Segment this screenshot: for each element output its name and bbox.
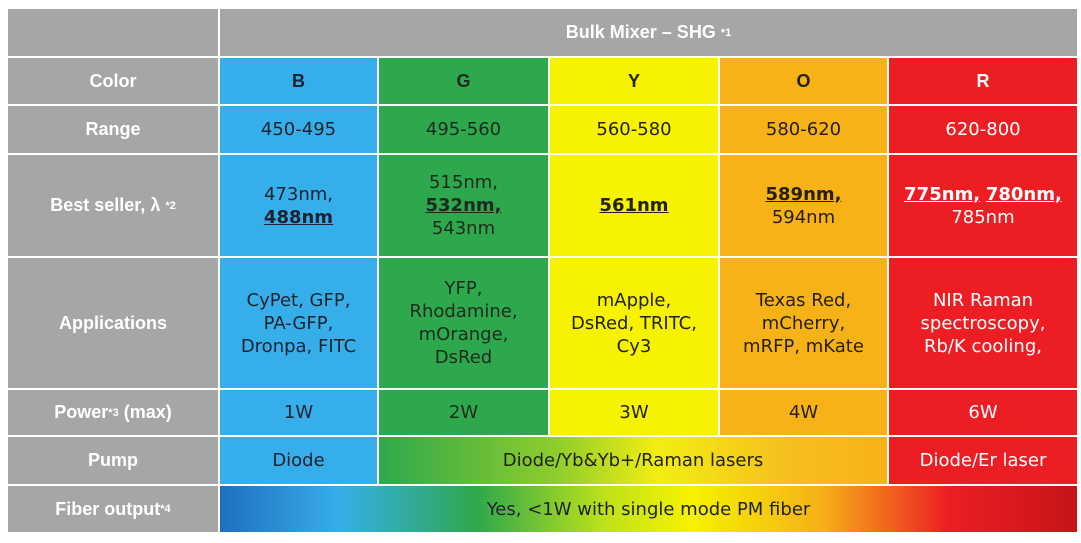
application-line: mCherry,	[761, 312, 846, 334]
best-seller-g: 515nm, 532nm, 543nm	[379, 155, 548, 256]
row-label-power: Power *3 (max)	[8, 390, 218, 435]
application-line: PA-GFP,	[263, 312, 334, 334]
applications-g: YFP, Rhodamine, mOrange, DsRed	[379, 258, 548, 388]
application-line: mOrange,	[418, 324, 509, 345]
range-y: 560-580	[550, 106, 718, 153]
power-r: 6W	[889, 390, 1077, 435]
application-line: YFP,	[444, 278, 483, 299]
power-b: 1W	[220, 390, 377, 435]
best-seller-value-highlight: 589nm,	[765, 183, 842, 205]
range-b: 450-495	[220, 106, 377, 153]
row-label-fiber-output: Fiber output *4	[8, 486, 218, 532]
best-seller-value-highlight: 488nm	[263, 206, 334, 228]
pump-shared: Diode/Yb&Yb+/Raman lasers	[379, 437, 887, 484]
applications-o: Texas Red, mCherry, mRFP, mKate	[720, 258, 887, 388]
pump-r: Diode/Er laser	[889, 437, 1077, 484]
best-seller-value-highlight: 532nm,	[425, 195, 502, 216]
range-o: 580-620	[720, 106, 887, 153]
power-g: 2W	[379, 390, 548, 435]
best-seller-value-highlight: 780nm,	[985, 183, 1062, 205]
power-label-text: Power	[54, 402, 109, 422]
application-line: mRFP, mKate	[743, 335, 864, 357]
row-label-range: Range	[8, 106, 218, 153]
table-title-text: Bulk Mixer – SHG	[565, 22, 716, 42]
application-line: mApple,	[596, 289, 672, 311]
fiber-label-text: Fiber output	[55, 498, 161, 519]
corner-blank	[8, 9, 218, 56]
applications-r: NIR Raman spectroscopy, Rb/K cooling,	[889, 258, 1077, 388]
power-o: 4W	[720, 390, 887, 435]
row-label-pump: Pump	[8, 437, 218, 484]
best-seller-o: 589nm, 594nm	[720, 155, 887, 256]
best-seller-value: 594nm	[771, 206, 836, 228]
table-title: Bulk Mixer – SHG *1	[220, 9, 1077, 56]
best-seller-value: 785nm	[951, 206, 1015, 228]
power-y: 3W	[550, 390, 718, 435]
color-header-o: O	[720, 58, 887, 104]
best-seller-value: 473nm,	[263, 183, 334, 205]
application-line: DsRed, TRITC,	[571, 312, 697, 334]
pump-b: Diode	[220, 437, 377, 484]
application-line: NIR Raman	[932, 289, 1034, 311]
best-seller-value: 543nm	[431, 218, 496, 239]
best-seller-value: 515nm,	[428, 172, 498, 193]
best-seller-y: 561nm	[550, 155, 718, 256]
row-label-color: Color	[8, 58, 218, 104]
best-seller-b: 473nm, 488nm	[220, 155, 377, 256]
application-line: Rb/K cooling,	[923, 335, 1042, 357]
best-seller-label-text: Best seller, λ	[50, 195, 161, 215]
application-line: DsRed	[434, 347, 493, 368]
applications-b: CyPet, GFP, PA-GFP, Dronpa, FITC	[220, 258, 377, 388]
laser-spec-table: Bulk Mixer – SHG *1 Color B G Y O R Rang…	[8, 9, 1077, 532]
application-line: Dronpa, FITC	[240, 335, 357, 357]
best-seller-value-highlight: 775nm,	[904, 183, 981, 205]
row-label-applications: Applications	[8, 258, 218, 388]
best-seller-value-highlight: 561nm	[599, 195, 669, 216]
fiber-output-value: Yes, <1W with single mode PM fiber	[220, 486, 1077, 532]
color-header-g: G	[379, 58, 548, 104]
row-label-best-seller: Best seller, λ *2	[8, 155, 218, 256]
application-line: CyPet, GFP,	[246, 289, 351, 311]
application-line: Rhodamine,	[409, 301, 518, 322]
color-header-b: B	[220, 58, 377, 104]
application-line: Texas Red,	[755, 289, 852, 311]
range-g: 495-560	[379, 106, 548, 153]
power-label-suffix: (max)	[123, 402, 172, 422]
best-seller-r: 775nm, 780nm, 785nm	[889, 155, 1077, 256]
color-header-y: Y	[550, 58, 718, 104]
application-line: Cy3	[616, 335, 652, 357]
applications-y: mApple, DsRed, TRITC, Cy3	[550, 258, 718, 388]
range-r: 620-800	[889, 106, 1077, 153]
color-header-r: R	[889, 58, 1077, 104]
application-line: spectroscopy,	[920, 312, 1046, 334]
